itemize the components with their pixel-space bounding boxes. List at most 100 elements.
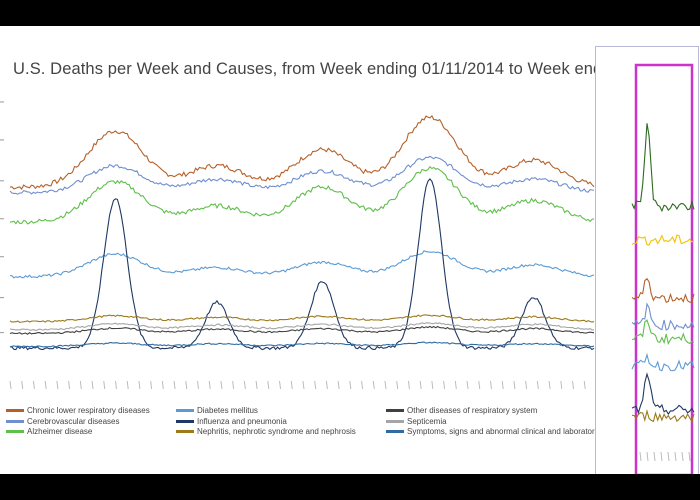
inset-x-tick	[646, 451, 649, 462]
legend-item: Nephritis, nephrotic syndrome and nephro…	[176, 427, 356, 437]
x-tick-label	[21, 380, 24, 390]
legend-swatch	[176, 430, 194, 434]
x-tick-label	[431, 380, 434, 390]
x-tick-label	[384, 380, 387, 390]
x-tick-label	[454, 380, 457, 390]
x-tick-label	[501, 380, 504, 390]
legend-label: Diabetes mellitus	[197, 406, 258, 415]
chart-canvas: U.S. Deaths per Week and Causes, from We…	[0, 26, 700, 474]
x-tick-label	[255, 380, 258, 390]
inset-series-line	[631, 352, 695, 372]
x-tick-label	[208, 380, 211, 390]
inset-series-line	[631, 277, 695, 304]
series-line	[9, 165, 595, 225]
inset-x-tick	[674, 451, 677, 462]
x-tick-label	[396, 380, 399, 390]
legend-item: Cerebrovascular diseases	[6, 417, 120, 427]
inset-series-line	[631, 234, 695, 246]
inset-series-line	[631, 123, 695, 213]
x-tick-label	[114, 380, 117, 390]
series-line	[9, 314, 595, 323]
inset-chart-panel	[595, 46, 699, 474]
series-line	[9, 178, 595, 351]
x-tick-label	[79, 380, 82, 390]
inset-series-line	[631, 319, 695, 346]
legend-label: Chronic lower respiratory diseases	[27, 406, 150, 415]
legend-label: Alzheimer disease	[27, 427, 93, 436]
legend-item: Other diseases of respiratory system	[386, 406, 537, 416]
x-tick-label	[337, 380, 340, 390]
x-tick-label	[466, 380, 469, 390]
x-tick-label	[513, 380, 516, 390]
chart-title: U.S. Deaths per Week and Causes, from We…	[13, 60, 625, 78]
legend-item: Septicemia	[386, 417, 447, 427]
x-tick-label	[173, 380, 176, 390]
legend-label: Other diseases of respiratory system	[407, 406, 538, 415]
series-line	[9, 249, 595, 279]
chart-legend: Chronic lower respiratory diseases Diabet…	[6, 406, 596, 466]
x-tick-label	[232, 380, 235, 390]
inset-line-chart	[631, 63, 695, 474]
legend-item: Symptoms, signs and abnormal clinical an…	[386, 427, 595, 437]
x-tick-label	[150, 380, 153, 390]
x-tick-label	[525, 380, 528, 390]
series-line	[9, 341, 595, 348]
legend-swatch	[386, 430, 404, 434]
x-tick-label	[103, 380, 106, 390]
legend-item: Influenza and pneumonia	[176, 417, 287, 427]
inset-x-tick	[660, 451, 663, 462]
inset-x-tick	[688, 451, 691, 462]
inset-series-line	[631, 372, 695, 416]
legend-swatch	[6, 409, 24, 413]
legend-swatch	[176, 419, 194, 423]
inset-x-tick	[681, 451, 684, 462]
legend-swatch	[386, 419, 404, 423]
x-axis-ticks	[9, 380, 586, 390]
series-line	[9, 114, 595, 190]
series-line	[9, 325, 595, 335]
legend-swatch	[6, 419, 24, 423]
legend-swatch	[6, 430, 24, 434]
x-tick-label	[372, 380, 375, 390]
x-tick-label	[279, 380, 282, 390]
x-tick-label	[407, 380, 410, 390]
x-tick-label	[572, 380, 575, 390]
inset-series-line	[631, 408, 695, 424]
legend-label: Nephritis, nephrotic syndrome and nephro…	[197, 427, 356, 436]
main-line-chart	[0, 101, 595, 390]
legend-item: Chronic lower respiratory diseases	[6, 406, 150, 416]
x-tick-label	[68, 380, 71, 390]
x-tick-label	[478, 380, 481, 390]
x-tick-label	[138, 380, 141, 390]
x-tick-label	[126, 380, 129, 390]
legend-item: Diabetes mellitus	[176, 406, 258, 416]
legend-label: Symptoms, signs and abnormal clinical an…	[407, 427, 595, 436]
x-tick-label	[302, 380, 305, 390]
x-tick-label	[443, 380, 446, 390]
legend-label: Septicemia	[407, 416, 447, 426]
x-tick-label	[325, 380, 328, 390]
x-tick-label	[220, 380, 223, 390]
x-tick-label	[44, 380, 47, 390]
x-tick-label	[185, 380, 188, 390]
x-tick-label	[583, 380, 586, 390]
x-tick-label	[536, 380, 539, 390]
inset-x-tick	[653, 451, 656, 462]
legend-label: Influenza and pneumonia	[197, 416, 287, 426]
x-tick-label	[361, 380, 364, 390]
x-tick-label	[349, 380, 352, 390]
series-line	[9, 322, 595, 331]
highlight-box	[634, 63, 694, 474]
x-tick-label	[56, 380, 59, 390]
legend-item: Alzheimer disease	[6, 427, 92, 437]
x-tick-label	[267, 380, 270, 390]
x-tick-label	[9, 380, 12, 390]
x-tick-label	[32, 380, 35, 390]
inset-series-line	[631, 302, 695, 331]
x-tick-label	[560, 380, 563, 390]
x-tick-label	[197, 380, 200, 390]
x-tick-label	[314, 380, 317, 390]
x-tick-label	[290, 380, 293, 390]
x-tick-label	[243, 380, 246, 390]
legend-label: Cerebrovascular diseases	[27, 416, 120, 426]
